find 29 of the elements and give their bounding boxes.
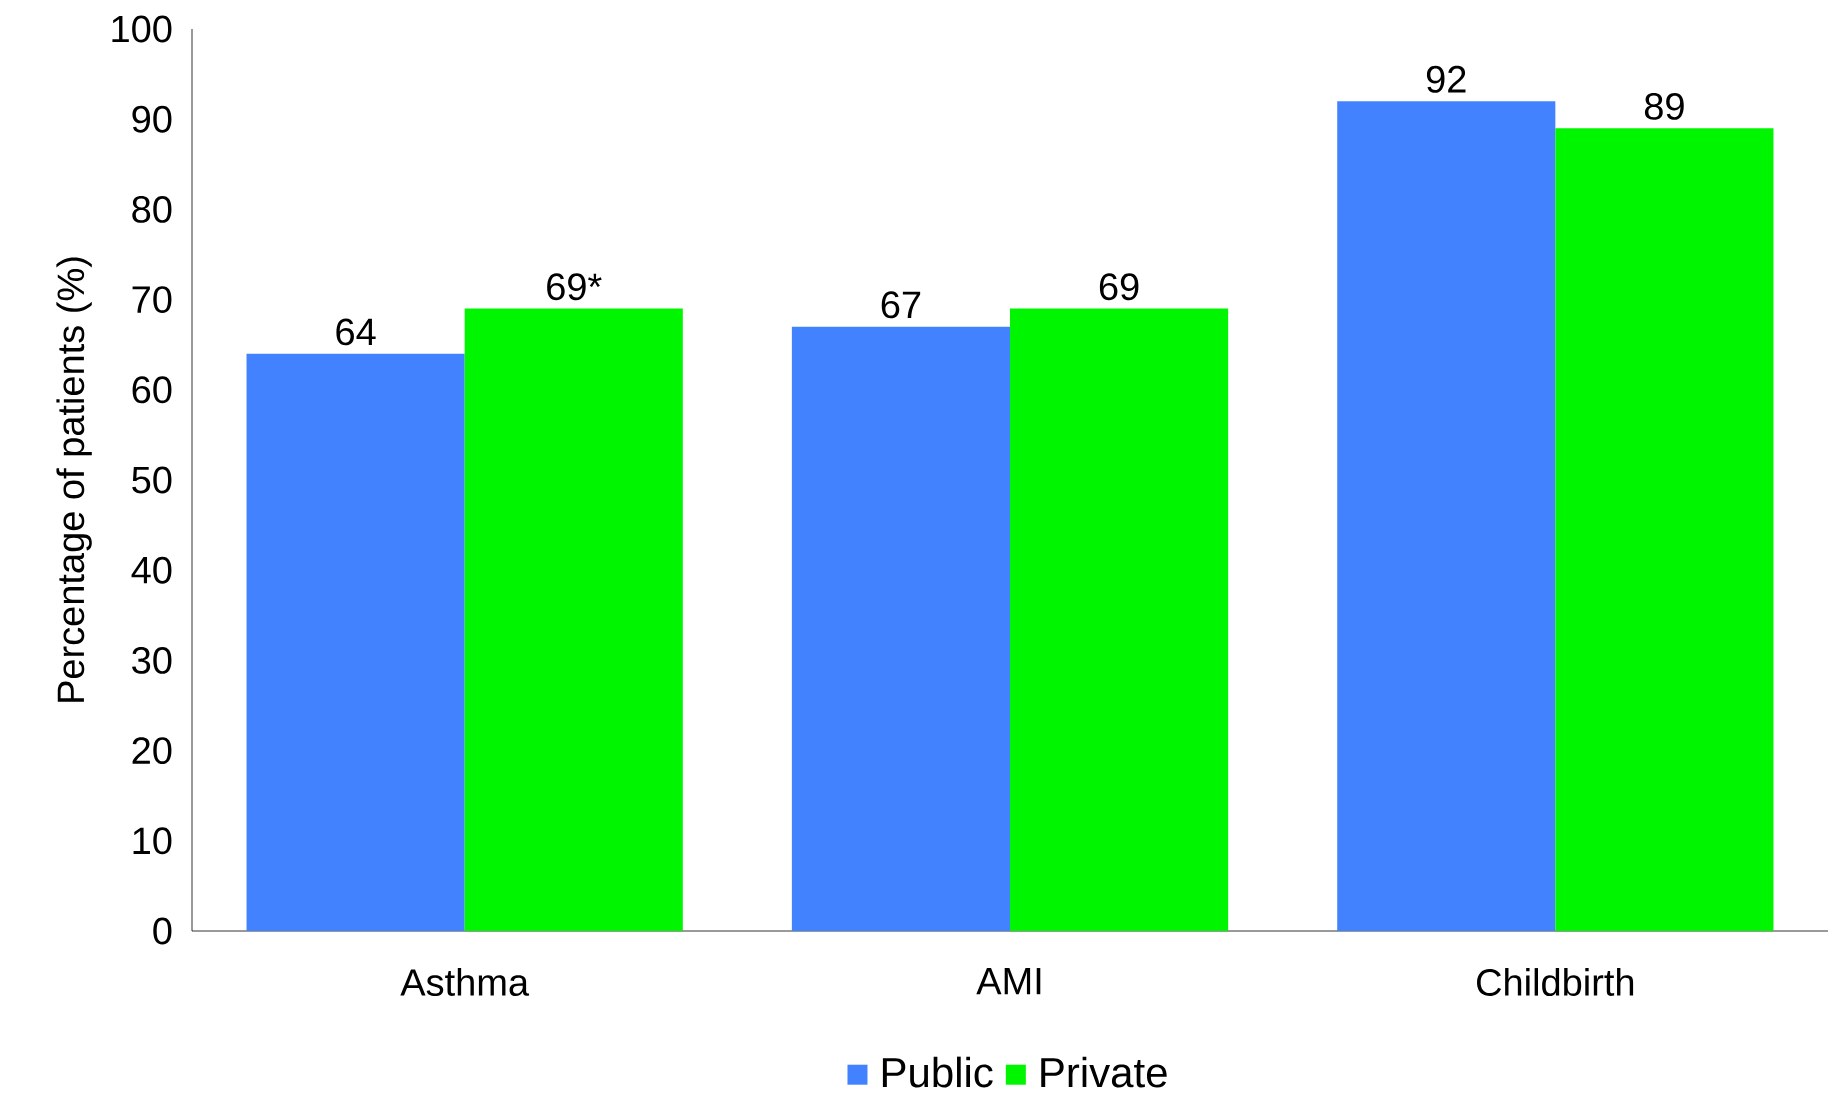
data-label: 64 xyxy=(336,318,376,346)
y-tick-label: 90 xyxy=(132,105,172,133)
bar xyxy=(1555,128,1774,931)
data-label: 67 xyxy=(881,291,921,319)
y-tick-label: 10 xyxy=(133,827,172,855)
y-tick-label: 30 xyxy=(132,646,172,674)
y-tick-label: 40 xyxy=(131,556,172,584)
y-tick-label: 100 xyxy=(112,15,172,43)
bar xyxy=(246,353,465,931)
legend-label: Private xyxy=(1041,1056,1167,1088)
bar xyxy=(464,308,683,931)
x-tick-label: Asthma xyxy=(400,968,530,996)
legend-label: Public xyxy=(882,1056,993,1088)
x-tick-label: Childbirth xyxy=(1477,968,1634,996)
y-axis-title: Percentage of patients (%) xyxy=(56,257,92,702)
data-label: 92 xyxy=(1426,65,1466,93)
x-tick-label: AMI xyxy=(976,968,1041,995)
y-tick-label: 60 xyxy=(132,376,172,404)
y-tick-label: 0 xyxy=(153,917,172,945)
y-tick-label: 80 xyxy=(132,195,172,223)
bar xyxy=(791,326,1011,931)
data-label: 89 xyxy=(1644,92,1684,120)
y-tick-label: 50 xyxy=(132,466,172,494)
y-tick-label: 70 xyxy=(132,286,172,314)
bar xyxy=(1010,308,1229,931)
data-label: 69 xyxy=(1099,273,1139,301)
data-label: 69* xyxy=(547,273,602,301)
y-tick-label: 20 xyxy=(132,737,172,765)
bar xyxy=(1337,101,1556,931)
